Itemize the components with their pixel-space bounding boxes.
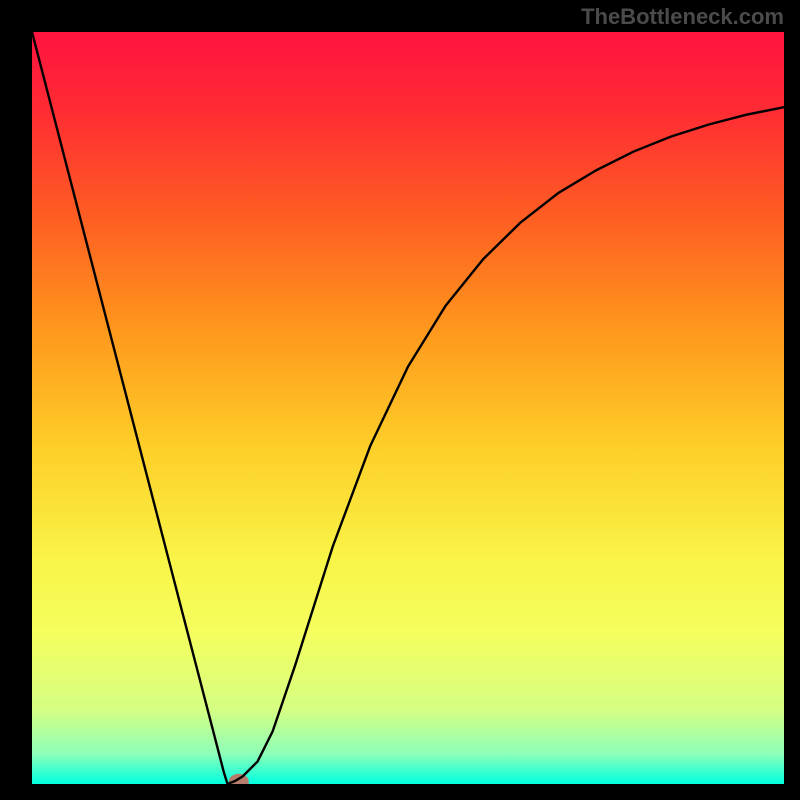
- watermark-label: TheBottleneck.com: [581, 4, 784, 30]
- plot-area: [32, 32, 784, 784]
- chart-container: { "meta": { "source_watermark": "TheBott…: [0, 0, 800, 800]
- bottleneck-curve: [32, 32, 784, 784]
- curve-layer: [32, 32, 784, 784]
